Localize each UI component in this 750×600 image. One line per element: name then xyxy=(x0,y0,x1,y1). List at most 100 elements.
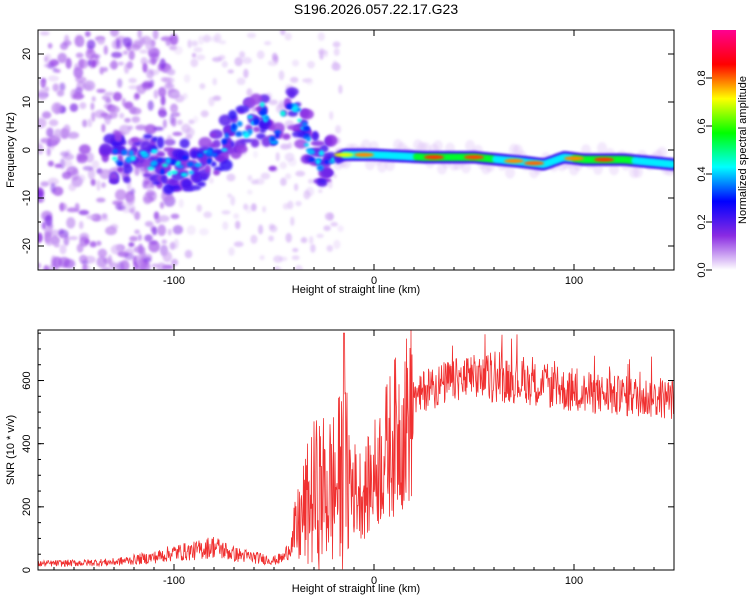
heatmap-blob xyxy=(290,216,295,226)
heatmap-blob xyxy=(354,152,374,157)
heatmap-blob xyxy=(108,178,119,185)
heatmap-blob xyxy=(78,144,91,155)
heatmap-blob xyxy=(657,146,667,159)
heatmap-blob xyxy=(210,132,217,138)
heatmap-blob xyxy=(324,212,334,221)
heatmap-blob xyxy=(153,211,160,220)
heatmap-blob xyxy=(75,76,87,83)
snr-ticks: -100 0 100 0 200 400 600 xyxy=(21,330,675,587)
snr-plot-area xyxy=(38,330,674,570)
heatmap-blob xyxy=(78,38,84,47)
heatmap-blob xyxy=(52,66,58,73)
heatmap-blob xyxy=(47,177,59,186)
heatmap-blob xyxy=(134,229,141,235)
heatmap-blob xyxy=(152,160,158,165)
heatmap-blob xyxy=(157,215,170,223)
colorbar-tick-label: 0.6 xyxy=(696,118,708,133)
x-tick-label: -100 xyxy=(163,575,185,587)
heatmap-blob xyxy=(284,173,292,180)
heatmap-blob xyxy=(524,161,544,166)
heatmap-blob xyxy=(131,116,141,123)
heatmap-blob xyxy=(81,260,89,265)
heatmap-blob xyxy=(268,99,279,106)
heatmap-blob xyxy=(61,160,73,167)
heatmap-blob xyxy=(86,39,96,50)
heatmap-blob xyxy=(50,182,56,194)
heatmap-blob xyxy=(263,41,272,46)
heatmap-blob xyxy=(150,149,158,154)
heatmap-blob xyxy=(39,31,50,36)
heatmap-blob xyxy=(204,164,211,173)
heatmap-blob xyxy=(158,106,167,116)
heatmap-blob xyxy=(246,189,253,195)
heatmap-blob xyxy=(192,115,199,124)
heatmap-blob xyxy=(240,138,254,143)
heatmap-blob xyxy=(178,198,184,209)
heatmap-blob xyxy=(103,45,109,55)
heatmap-blob xyxy=(148,240,161,253)
heatmap-blob xyxy=(210,161,217,168)
heatmap-blob xyxy=(215,155,226,163)
heatmap-blob xyxy=(87,118,93,128)
heatmap-blob xyxy=(250,203,257,212)
heatmap-blob xyxy=(49,59,60,67)
heatmap-blob xyxy=(292,248,299,253)
heatmap-blob xyxy=(365,158,375,171)
heatmap-blob xyxy=(76,80,86,91)
colorbar-label: Normalized spectral amplitude xyxy=(737,76,749,224)
heatmap-blob xyxy=(54,243,60,248)
heatmap-blob xyxy=(86,214,97,220)
heatmap-blob xyxy=(231,122,236,130)
heatmap-blob xyxy=(135,124,147,131)
heatmap-blob xyxy=(208,177,214,184)
heatmap-blob xyxy=(147,100,154,111)
heatmap-blob xyxy=(285,87,299,97)
heatmap-blob xyxy=(160,174,168,184)
heatmap-blob xyxy=(282,203,290,210)
heatmap-blob xyxy=(111,156,118,161)
heatmap-blob xyxy=(41,221,47,230)
heatmap-blob xyxy=(103,91,115,97)
heatmap-blob xyxy=(59,82,66,92)
x-tick-label: -100 xyxy=(163,275,185,287)
heatmap-blob xyxy=(213,33,222,43)
heatmap-blob xyxy=(79,102,87,110)
heatmap-blob xyxy=(147,166,155,171)
heatmap-blob xyxy=(142,159,154,169)
heatmap-blob xyxy=(271,122,285,134)
heatmap-blob xyxy=(64,34,70,44)
heatmap-blob xyxy=(278,256,288,262)
heatmap-blob xyxy=(91,160,100,169)
heatmap-blob xyxy=(235,105,250,114)
heatmap-blob xyxy=(270,139,278,145)
heatmap-blob xyxy=(377,160,387,173)
heatmap-blob xyxy=(111,105,120,114)
heatmap-blob xyxy=(142,172,153,178)
heatmap-blob xyxy=(269,225,278,233)
heatmap-blob xyxy=(182,186,194,192)
heatmap-blob xyxy=(67,131,80,139)
heatmap-blob xyxy=(59,202,64,212)
heatmap-blob xyxy=(53,128,63,139)
heatmap-blob xyxy=(332,173,338,179)
y-tick-label: -10 xyxy=(21,190,33,206)
heatmap-blob xyxy=(140,57,148,66)
heatmap-blob xyxy=(56,89,65,97)
heatmap-blob xyxy=(310,140,325,147)
heatmap-blob xyxy=(162,251,173,263)
heatmap-blob xyxy=(294,264,303,270)
heatmap-blob xyxy=(669,160,674,168)
heatmap-blob xyxy=(188,119,195,125)
heatmap-blob xyxy=(130,136,140,143)
heatmap-blob xyxy=(109,30,120,37)
heatmap-blob xyxy=(142,257,152,263)
colorbar: 0.0 0.2 0.4 0.6 0.8 Normalized spectral ampl… xyxy=(696,30,749,278)
heatmap-blob xyxy=(208,96,215,107)
heatmap-blob xyxy=(96,88,106,93)
heatmap-blob xyxy=(40,181,50,187)
heatmap-blob xyxy=(60,151,70,157)
heatmap-blob xyxy=(251,179,259,185)
heatmap-blob xyxy=(91,96,96,102)
heatmap-blob xyxy=(218,114,232,126)
heatmap-blob xyxy=(166,68,176,76)
